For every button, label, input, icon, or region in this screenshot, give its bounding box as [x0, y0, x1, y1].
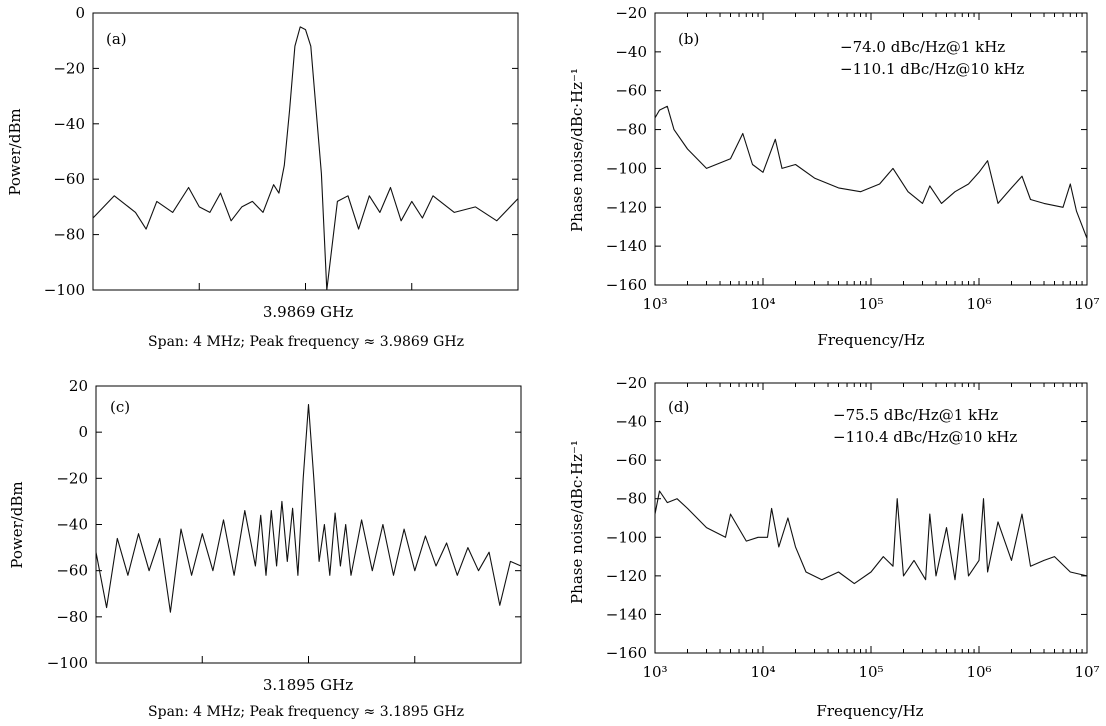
trace-d [654, 490, 1088, 585]
y-tick-label-a-3: −60 [53, 170, 85, 188]
plot-frame-a [92, 12, 519, 291]
note-d-2: −110.4 dBc/Hz@10 kHz [833, 428, 1017, 446]
y-tick-label-c-6: −100 [47, 654, 88, 672]
y-axis-label-d: Phase noise/dBc·Hz⁻¹ [568, 440, 586, 604]
y-tick-label-c-3: −40 [56, 516, 88, 534]
x-ticks-c [95, 656, 522, 663]
caption-a: Span: 4 MHz; Peak frequency ≈ 3.9869 GHz [148, 334, 464, 350]
note-b-1: −74.0 dBc/Hz@1 kHz [840, 38, 1005, 56]
panel-label-a: (a) [106, 30, 127, 48]
y-ticks-a: 0 −20 −40 −60 −80 −100 [44, 4, 518, 299]
y-tick-label-b-6: −140 [606, 237, 647, 255]
y-tick-label-d-7: −160 [606, 644, 647, 662]
x-ticks-d: 10³ 10⁴ 10⁵ 10⁶ 10⁷ [642, 383, 1100, 681]
y-tick-label-c-1: 0 [78, 423, 88, 441]
y-tick-label-a-1: −20 [53, 59, 85, 77]
panel-label-c: (c) [110, 398, 130, 416]
y-tick-label-b-3: −80 [615, 121, 647, 139]
y-tick-label-d-2: −60 [615, 451, 647, 469]
x-tick-label-b-4: 10⁷ [1074, 295, 1099, 313]
x-ticks-a [92, 283, 519, 290]
y-tick-label-d-6: −140 [606, 605, 647, 623]
y-ticks-d: −20 −40 −60 −80 −100 −120 −140 −160 [606, 374, 1087, 662]
y-axis-label-c: Power/dBm [8, 481, 26, 568]
x-tick-label-d-2: 10⁵ [858, 663, 883, 681]
note-b-2: −110.1 dBc/Hz@10 kHz [840, 60, 1024, 78]
x-tick-label-d-3: 10⁶ [966, 663, 991, 681]
y-tick-label-d-0: −20 [615, 374, 647, 392]
trace-b [654, 105, 1088, 239]
x-tick-label-d-4: 10⁷ [1074, 663, 1099, 681]
y-axis-label-a: Power/dBm [6, 108, 24, 195]
y-tick-label-a-2: −40 [53, 115, 85, 133]
plot-frame-c [95, 385, 522, 664]
panel-label-d: (d) [668, 398, 689, 416]
y-tick-label-d-3: −80 [615, 490, 647, 508]
y-tick-label-a-5: −100 [44, 281, 85, 299]
y-tick-label-b-2: −60 [615, 82, 647, 100]
y-tick-label-d-1: −40 [615, 413, 647, 431]
y-tick-label-d-5: −120 [606, 567, 647, 585]
y-tick-label-c-0: 20 [69, 377, 88, 395]
y-tick-label-b-0: −20 [615, 4, 647, 22]
x-axis-label-d: Frequency/Hz [816, 702, 923, 720]
x-tick-label-b-3: 10⁶ [966, 295, 991, 313]
note-d-1: −75.5 dBc/Hz@1 kHz [833, 406, 998, 424]
x-tick-label-b-2: 10⁵ [858, 295, 883, 313]
x-axis-label-b: Frequency/Hz [817, 331, 924, 349]
caption-c: Span: 4 MHz; Peak frequency ≈ 3.1895 GHz [148, 704, 464, 720]
panel-label-b: (b) [678, 30, 699, 48]
y-tick-label-d-4: −100 [606, 528, 647, 546]
y-tick-label-a-4: −80 [53, 226, 85, 244]
y-ticks-b: −20 −40 −60 −80 −100 −120 −140 −160 [606, 4, 1087, 294]
y-tick-label-c-5: −80 [56, 608, 88, 626]
y-axis-label-b: Phase noise/dBc·Hz⁻¹ [568, 68, 586, 232]
y-tick-label-b-5: −120 [606, 198, 647, 216]
y-tick-label-a-0: 0 [75, 4, 85, 22]
x-axis-label-a: 3.9869 GHz [263, 303, 353, 321]
panel-d: −20−40−60−80−100−120−140−160 10³ 10⁴ 10⁵ 10… [568, 374, 1100, 720]
y-tick-label-c-2: −20 [56, 469, 88, 487]
y-tick-label-b-1: −40 [615, 43, 647, 61]
y-tick-label-c-4: −60 [56, 562, 88, 580]
trace-a [92, 26, 519, 291]
x-tick-label-d-0: 10³ [642, 663, 667, 681]
x-ticks-b: 10³ 10⁴ 10⁵ 10⁶ 10⁷ [642, 13, 1100, 313]
panel-a: 0 −20 −40 −60 −80 −100 (a) 3.9869 GHz Power/d… [6, 4, 519, 350]
x-tick-label-b-0: 10³ [642, 295, 667, 313]
panel-c: 20 0 −20 −40 −60 −80 −100 (c) 3.1895 GHz Power… [8, 377, 522, 720]
panel-b: −20−40−60−80−100−120−140−160 10³ 10⁴ 10⁵ 10… [568, 4, 1100, 349]
x-tick-label-b-1: 10⁴ [750, 295, 775, 313]
x-tick-label-d-1: 10⁴ [750, 663, 775, 681]
y-tick-label-b-4: −100 [606, 159, 647, 177]
x-axis-label-c: 3.1895 GHz [263, 676, 353, 694]
trace-c [95, 403, 522, 613]
y-ticks-c: 20 0 −20 −40 −60 −80 −100 [47, 377, 521, 672]
y-tick-label-b-7: −160 [606, 276, 647, 294]
